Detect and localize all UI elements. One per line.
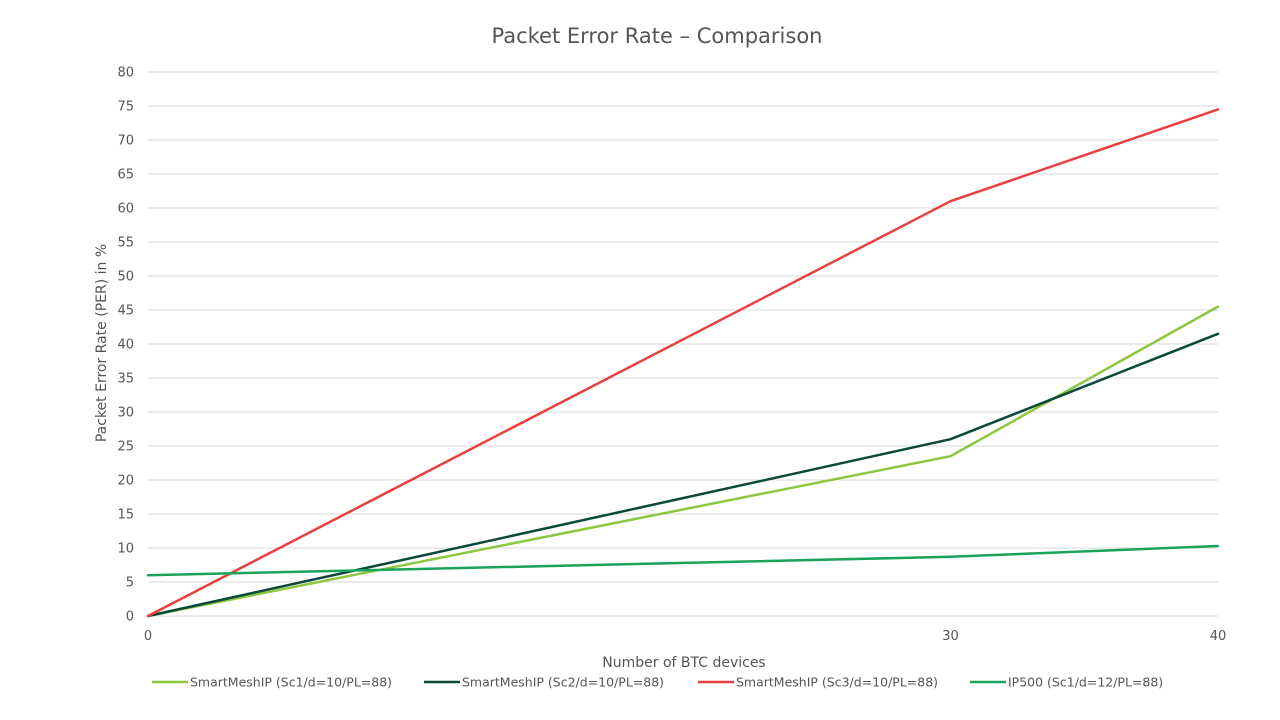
x-axis-ticks: 0 30 40 bbox=[144, 629, 1226, 644]
x-tick-label: 40 bbox=[1210, 629, 1227, 644]
legend-label-4: IP500 (Sc1/d=12/PL=88) bbox=[1008, 675, 1163, 690]
chart-title: Packet Error Rate – Comparison bbox=[492, 24, 823, 48]
y-tick-label: 65 bbox=[117, 168, 134, 183]
legend: SmartMeshIP (Sc1/d=10/PL=88) SmartMeshIP … bbox=[152, 675, 1163, 690]
series-lines bbox=[146, 108, 1220, 618]
y-tick-label: 0 bbox=[126, 610, 134, 625]
y-tick-label: 40 bbox=[117, 338, 134, 353]
legend-label-2: SmartMeshIP (Sc2/d=10/PL=88) bbox=[462, 675, 664, 690]
y-tick-label: 30 bbox=[117, 406, 134, 421]
y-tick-label: 35 bbox=[117, 372, 134, 387]
grid bbox=[148, 71, 1218, 617]
series-line-3 bbox=[146, 108, 1220, 618]
y-tick-label: 80 bbox=[117, 66, 134, 81]
y-tick-label: 5 bbox=[126, 576, 134, 591]
y-tick-label: 60 bbox=[117, 202, 134, 217]
y-tick-label: 10 bbox=[117, 542, 134, 557]
y-tick-label: 15 bbox=[117, 508, 134, 523]
y-axis-ticks: 0 5 10 15 20 25 30 35 40 45 50 55 60 65 70 75 80 bbox=[117, 66, 134, 625]
x-axis-label: Number of BTC devices bbox=[602, 655, 765, 671]
y-axis-label: Packet Error Rate (PER) in % bbox=[94, 244, 110, 442]
y-tick-label: 20 bbox=[117, 474, 134, 489]
series-line-1 bbox=[146, 305, 1220, 618]
y-tick-label: 45 bbox=[117, 304, 134, 319]
x-tick-label: 0 bbox=[144, 629, 152, 644]
y-tick-label: 55 bbox=[117, 236, 134, 251]
series-line-2 bbox=[146, 332, 1220, 618]
legend-label-1: SmartMeshIP (Sc1/d=10/PL=88) bbox=[190, 675, 392, 690]
x-tick-label: 30 bbox=[942, 629, 959, 644]
y-tick-label: 75 bbox=[117, 100, 134, 115]
legend-label-3: SmartMeshIP (Sc3/d=10/PL=88) bbox=[736, 675, 938, 690]
y-tick-label: 25 bbox=[117, 440, 134, 455]
y-tick-label: 50 bbox=[117, 270, 134, 285]
series-line-4 bbox=[146, 544, 1220, 577]
y-tick-label: 70 bbox=[117, 134, 134, 149]
